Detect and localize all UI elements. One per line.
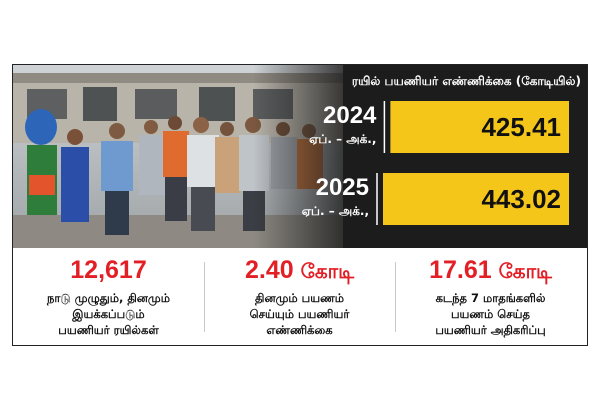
stat-unit: கோடி — [498, 259, 552, 283]
stat-description: தினமும் பயணம் செய்யும் பயணியர் எண்ணிக்கை — [204, 290, 395, 338]
stat-line: இயக்கப்படும் — [72, 307, 145, 321]
stat-number: 17.61 — [429, 256, 492, 284]
infographic-card: ரயில் பயணியர் எண்ணிக்கை (கோடியில்) 425.4… — [12, 64, 588, 346]
stat-trains-daily: 12,617 நாடு முழுதும், தினமும் இயக்கப்படு… — [13, 248, 204, 345]
bar-value-label: 425.41 — [481, 112, 561, 142]
bar-value-label: 443.02 — [481, 184, 561, 214]
stat-line: பயணம் செய்த — [451, 307, 530, 321]
bar-2024 — [390, 101, 569, 153]
stat-line: செய்யும் பயணியர் — [249, 307, 350, 321]
stat-value: 2.40 கோடி — [204, 256, 395, 286]
stat-number: 12,617 — [70, 256, 147, 284]
stat-line: நாடு முழுதும், தினமும் — [47, 291, 170, 305]
category-subtitle: ஏப். – அக்., — [309, 132, 377, 146]
category-subtitle: ஏப். – அக்., — [301, 204, 369, 218]
stat-passenger-increase: 17.61 கோடி கடந்த 7 மாதங்களில் பயணம் செய்… — [395, 248, 586, 345]
stat-line: தினமும் பயணம் — [255, 291, 344, 305]
category-label: 2024 — [323, 102, 377, 129]
stat-line: எண்ணிக்கை — [266, 323, 333, 337]
stat-daily-passengers: 2.40 கோடி தினமும் பயணம் செய்யும் பயணியர்… — [204, 248, 395, 345]
stat-description: கடந்த 7 மாதங்களில் பயணம் செய்த பயணியர் அ… — [395, 290, 586, 338]
divider — [204, 262, 205, 332]
category-label: 2025 — [315, 174, 369, 201]
stat-line: கடந்த 7 மாதங்களில் — [435, 291, 546, 305]
banner: ரயில் பயணியர் எண்ணிக்கை (கோடியில்) 425.4… — [13, 65, 587, 248]
stats-row: 12,617 நாடு முழுதும், தினமும் இயக்கப்படு… — [13, 248, 587, 345]
stat-description: நாடு முழுதும், தினமும் இயக்கப்படும் பயணி… — [13, 290, 204, 338]
stat-value: 17.61 கோடி — [395, 256, 586, 286]
stat-line: பயணியர் அதிகரிப்பு — [435, 323, 546, 337]
chart-title: ரயில் பயணியர் எண்ணிக்கை (கோடியில்) — [351, 74, 581, 88]
divider — [395, 262, 396, 332]
stat-value: 12,617 — [13, 256, 204, 285]
bar-2025 — [383, 173, 569, 225]
stat-line: பயணியர் ரயில்கள் — [58, 323, 159, 337]
stat-number: 2.40 — [245, 256, 294, 284]
bar-chart: 425.41 443.02 — [376, 101, 569, 225]
stat-unit: கோடி — [300, 259, 354, 283]
